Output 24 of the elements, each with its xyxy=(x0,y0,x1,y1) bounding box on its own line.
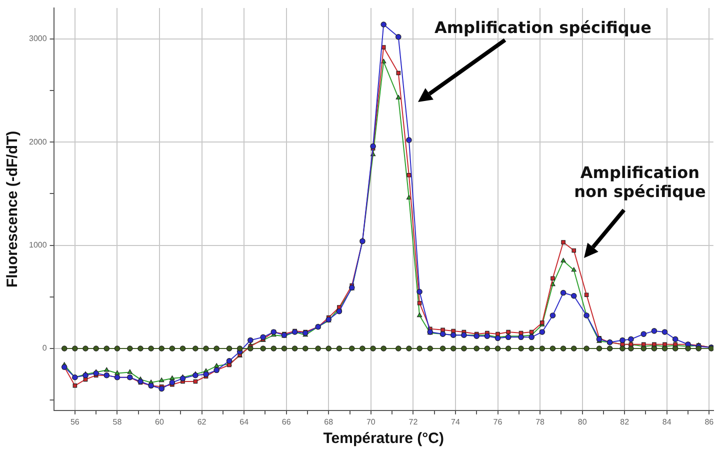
x-tick-label: 60 xyxy=(155,417,164,426)
y-tick-label: 1000 xyxy=(29,240,48,250)
x-tick-label: 86 xyxy=(704,417,714,426)
x-tick-label: 68 xyxy=(324,417,334,426)
x-tick-label: 80 xyxy=(578,417,588,426)
x-tick-label: 56 xyxy=(70,417,80,426)
y-tick-label: 0 xyxy=(42,344,48,353)
x-tick-label: 76 xyxy=(493,417,503,426)
y-tick-label: 3000 xyxy=(29,34,48,44)
x-tick-label: 78 xyxy=(536,417,546,426)
y-tick-label: 2000 xyxy=(29,137,48,146)
x-tick-label: 84 xyxy=(662,417,672,426)
annotation: Amplification spécifique xyxy=(433,18,653,36)
x-tick-label: 58 xyxy=(112,417,122,426)
x-axis-title: Température (°C) xyxy=(323,430,444,448)
annotation: Amplification non spécifique xyxy=(573,163,707,201)
x-tick-label: 66 xyxy=(282,417,292,426)
x-tick-label: 74 xyxy=(451,417,460,426)
x-tick-label: 64 xyxy=(240,417,250,426)
x-tick-label: 82 xyxy=(620,417,630,426)
x-tick-label: 70 xyxy=(366,417,376,426)
y-axis-title: Fluorescence (-dF/dT) xyxy=(4,130,22,288)
x-tick-label: 62 xyxy=(197,417,207,426)
x-tick-label: 72 xyxy=(408,417,418,426)
